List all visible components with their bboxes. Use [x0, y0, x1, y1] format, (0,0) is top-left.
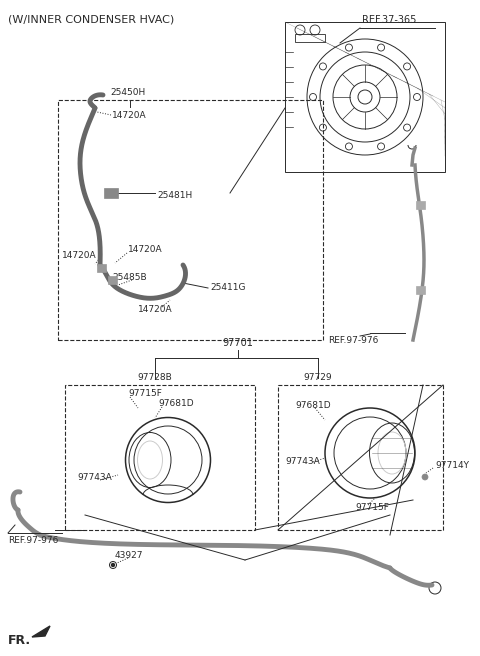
Text: 97728B: 97728B: [138, 373, 172, 382]
Text: 97715F: 97715F: [128, 388, 162, 398]
Text: 14720A: 14720A: [128, 245, 163, 255]
Text: 14720A: 14720A: [62, 251, 96, 260]
Text: 43927: 43927: [115, 552, 144, 560]
Text: 25481H: 25481H: [157, 192, 192, 201]
Circle shape: [422, 474, 428, 480]
Text: 97715F: 97715F: [355, 504, 389, 512]
Bar: [97, 264, 106, 272]
Text: 97701: 97701: [223, 338, 253, 348]
Text: REF.97-976: REF.97-976: [328, 336, 378, 345]
Text: 97743A: 97743A: [77, 474, 112, 483]
Text: 25411G: 25411G: [210, 283, 245, 293]
Text: 97681D: 97681D: [295, 401, 331, 409]
Text: FR.: FR.: [8, 634, 31, 647]
Bar: [278, 385, 443, 530]
Text: 97743A: 97743A: [285, 457, 320, 466]
Text: 14720A: 14720A: [138, 306, 172, 314]
Bar: [416, 286, 425, 294]
Text: 97714Y: 97714Y: [435, 461, 469, 470]
Bar: [416, 201, 425, 209]
Text: 14720A: 14720A: [112, 110, 146, 119]
Text: 97729: 97729: [304, 373, 332, 382]
Polygon shape: [32, 626, 50, 637]
Circle shape: [111, 564, 115, 567]
Bar: [104, 188, 118, 198]
Text: 97681D: 97681D: [158, 398, 193, 407]
Text: REF.37-365: REF.37-365: [362, 15, 416, 25]
Bar: [58, 100, 323, 340]
Text: 25485B: 25485B: [112, 274, 146, 283]
Bar: [108, 276, 117, 284]
Text: 25450H: 25450H: [110, 88, 145, 97]
Text: REF.97-976: REF.97-976: [8, 536, 59, 545]
Text: (W/INNER CONDENSER HVAC): (W/INNER CONDENSER HVAC): [8, 14, 174, 24]
Bar: [295, 34, 325, 42]
Bar: [65, 385, 255, 530]
